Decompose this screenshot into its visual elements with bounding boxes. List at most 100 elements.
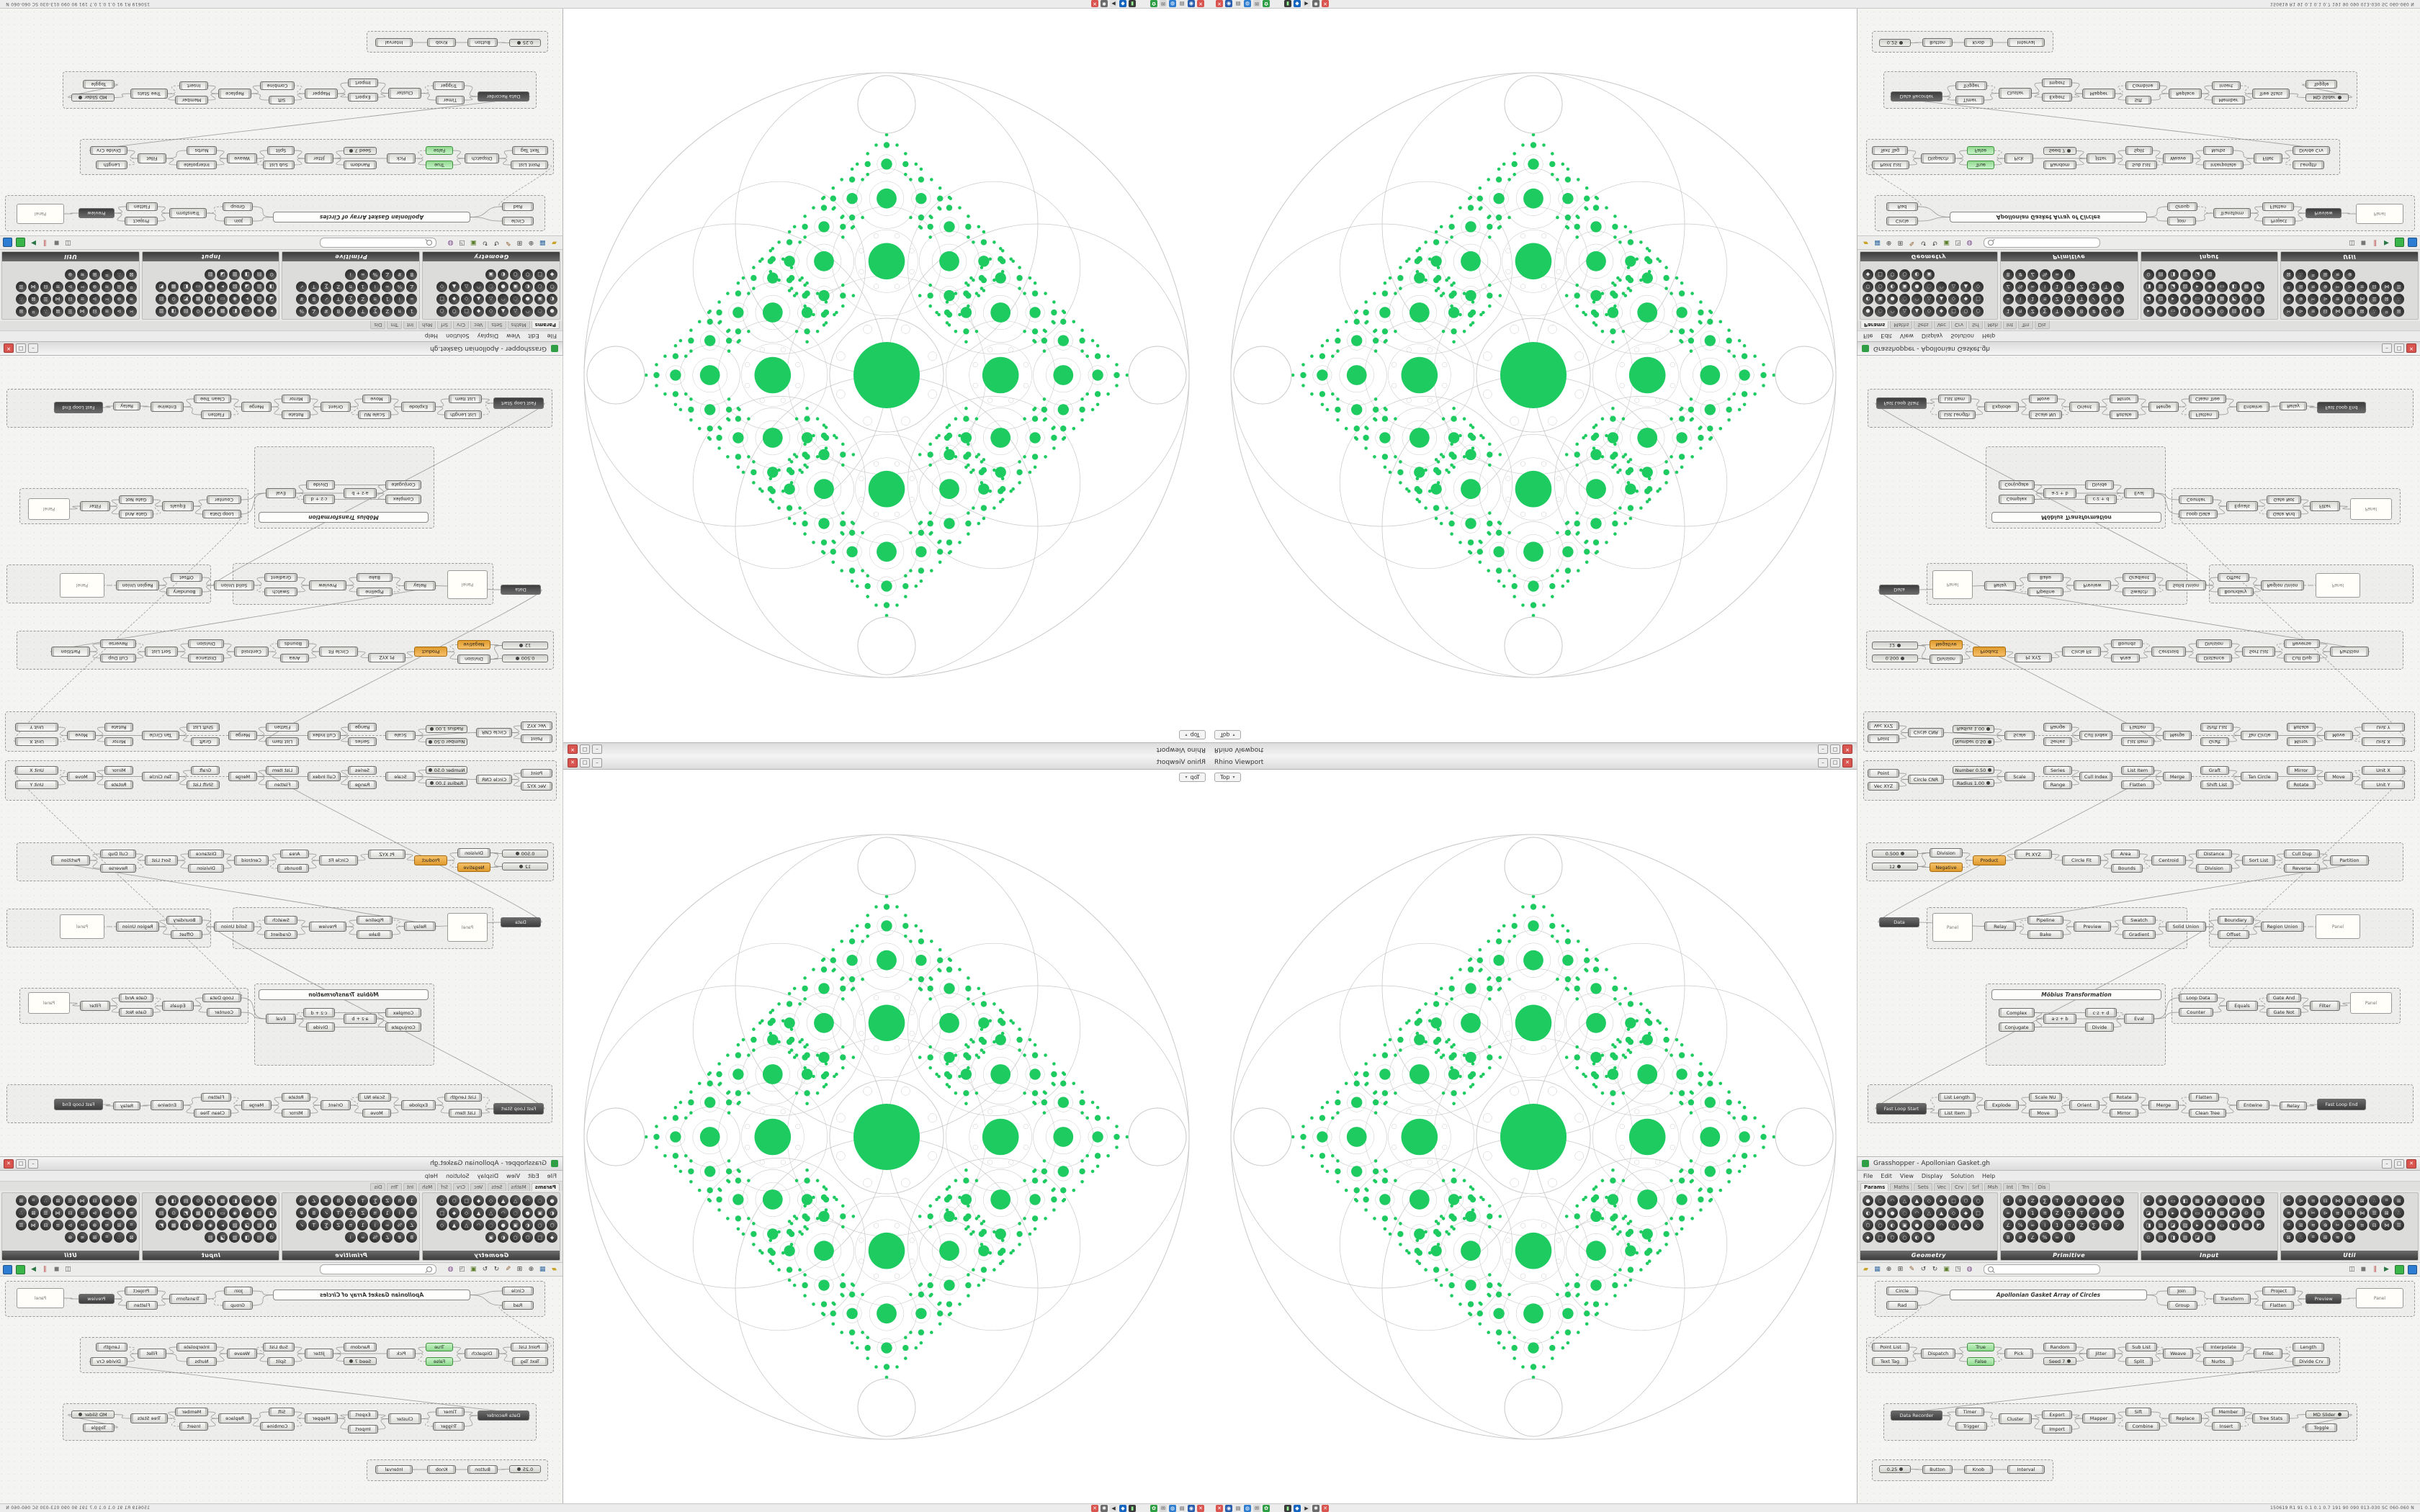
gh-node[interactable]: Weave <box>227 153 257 163</box>
sketch-icon[interactable]: ✎ <box>505 239 511 246</box>
solver-pause-icon[interactable]: ∥ <box>2373 239 2377 246</box>
gh-node[interactable]: Preview <box>309 922 346 932</box>
gh-node[interactable]: Panel <box>2316 573 2360 598</box>
gh-node[interactable]: 0.500 <box>1872 654 1918 662</box>
gh-node[interactable]: Fast Loop Start <box>1876 1103 1927 1115</box>
palette-icon[interactable]: ● <box>498 1220 508 1230</box>
palette-icon[interactable]: ✓ <box>296 1220 308 1230</box>
gh-node[interactable]: Jitter <box>305 1349 333 1359</box>
preview-blue-icon[interactable] <box>3 238 12 248</box>
palette-icon[interactable]: 1 <box>357 1220 369 1230</box>
palette-icon[interactable]: ⊠ <box>52 1195 63 1206</box>
palette-icon[interactable]: □ <box>1875 269 1886 280</box>
gh-node[interactable]: Partition <box>2330 855 2369 865</box>
gh-node[interactable]: Sift <box>269 1408 295 1416</box>
palette-icon[interactable]: ○ <box>1973 1195 1984 1206</box>
palette-icon[interactable]: ○ <box>1973 306 1984 317</box>
palette-icon[interactable]: ◧ <box>205 1207 216 1218</box>
menu-item-help[interactable]: Help <box>424 1172 439 1179</box>
gh-node[interactable]: Filter <box>2310 501 2340 511</box>
palette-icon[interactable]: T <box>2051 1195 2063 1206</box>
gh-node[interactable]: Tan Circle <box>142 772 179 781</box>
gh-node[interactable]: Interval <box>2007 1465 2045 1474</box>
gh-node[interactable]: List Item <box>2121 737 2154 746</box>
palette-icon[interactable]: T <box>2051 306 2063 317</box>
palette-icon[interactable]: ∞ <box>2051 1232 2063 1243</box>
palette-icon[interactable]: ▲ <box>473 294 484 305</box>
palette-icon[interactable]: ◉ <box>254 306 265 317</box>
palette-icon[interactable]: ▤ <box>180 306 192 317</box>
palette-icon[interactable]: ⊞ <box>89 1232 100 1243</box>
gh-node[interactable]: List Item <box>266 737 299 746</box>
gh-node[interactable]: Transform <box>2213 1294 2251 1304</box>
gh-node[interactable]: Sub List <box>2125 1343 2157 1351</box>
gh-node[interactable]: Unit X <box>15 766 58 775</box>
palette-icon[interactable]: 1 <box>382 1207 393 1218</box>
palette-icon[interactable]: ⊗ <box>2344 1232 2356 1243</box>
palette-icon[interactable]: ● <box>522 294 533 305</box>
palette-icon[interactable]: ▥ <box>229 269 241 280</box>
palette-icon[interactable]: ▸ <box>217 1220 228 1230</box>
palette-icon[interactable]: ✓ <box>296 282 308 292</box>
gh-node[interactable]: Toggle <box>2305 80 2337 89</box>
palette-icon[interactable]: ✓ <box>321 1207 332 1218</box>
palette-icon[interactable]: B <box>2076 1195 2087 1206</box>
palette-icon[interactable]: # <box>321 1195 332 1206</box>
gh-node[interactable]: Area <box>280 654 309 662</box>
palette-icon[interactable]: □ <box>436 294 447 305</box>
gh-node[interactable]: Timer <box>436 96 465 104</box>
gh-node[interactable]: Complex <box>1999 495 2035 504</box>
gh-node[interactable]: Bounds <box>2111 864 2143 873</box>
palette-icon[interactable]: i <box>2015 1207 2026 1218</box>
gh-node[interactable]: Gradient <box>264 930 297 939</box>
minimize-button[interactable]: – <box>592 757 602 768</box>
gh-node[interactable]: Pt XYZ <box>2015 653 2052 662</box>
palette-icon[interactable]: ▥ <box>2253 1195 2264 1206</box>
palette-icon[interactable]: ⊳ <box>2295 1195 2307 1206</box>
search-input[interactable] <box>324 239 424 246</box>
tab-sets[interactable]: Sets <box>488 1183 506 1191</box>
palette-icon[interactable]: ☰ <box>2344 306 2356 317</box>
gh-node[interactable]: Conjugate <box>385 480 421 490</box>
palette-icon[interactable]: ⬡ <box>1863 282 1873 292</box>
viewport-canvas[interactable]: Top ▾ <box>1210 770 1857 1504</box>
palette-icon[interactable]: ◪ <box>2167 1220 2179 1230</box>
palette-icon[interactable]: ∑ <box>2063 1207 2075 1218</box>
gh-node[interactable]: c·z + d <box>303 1008 335 1017</box>
palette-icon[interactable]: ▲ <box>473 1207 484 1218</box>
palette-icon[interactable]: # <box>2088 306 2099 317</box>
gh-node[interactable]: Tree Stats <box>130 89 168 99</box>
palette-icon[interactable]: B <box>308 294 320 305</box>
palette-icon[interactable]: ∞ <box>382 282 393 292</box>
palette-icon[interactable]: ⌗ <box>2283 282 2295 292</box>
palette-icon[interactable]: ▤ <box>2155 269 2166 280</box>
palette-icon[interactable]: ▥ <box>2179 269 2191 280</box>
palette-icon[interactable]: ⊠ <box>2381 294 2393 305</box>
palette-icon[interactable]: ▣ <box>534 294 545 305</box>
gh-node[interactable]: Rotate <box>282 410 310 419</box>
palette-icon[interactable]: π <box>2039 1207 2051 1218</box>
palette-icon[interactable]: 1 <box>2027 294 2038 305</box>
palette-icon[interactable]: ○ <box>510 269 521 280</box>
palette-icon[interactable]: ∞ <box>357 269 369 280</box>
undo-icon[interactable]: ↺ <box>493 1266 500 1273</box>
gh-node[interactable]: Trigger <box>433 1422 465 1431</box>
palette-icon[interactable]: ◧ <box>2228 1220 2240 1230</box>
gh-node[interactable]: Offset <box>171 573 202 582</box>
gh-node[interactable]: Merge <box>2148 1100 2179 1110</box>
gh-node[interactable]: Split <box>2125 146 2153 155</box>
gh-node[interactable]: Mirror <box>2287 737 2316 746</box>
palette-icon[interactable]: 1 <box>406 306 418 317</box>
gh-node[interactable]: Sub List <box>2125 161 2157 169</box>
palette-icon[interactable]: B <box>2002 269 2014 280</box>
gh-node[interactable]: Point List <box>511 161 548 169</box>
gh-node[interactable]: Point <box>1868 734 1899 743</box>
palette-icon[interactable]: ∴ <box>113 1232 125 1243</box>
gh-node[interactable]: Random <box>344 161 377 169</box>
gh-node[interactable]: Gate And <box>2267 510 2301 518</box>
gh-node[interactable]: Tan Circle <box>142 731 179 740</box>
gh-node[interactable]: Replace <box>2169 89 2202 99</box>
gh-node[interactable]: Jitter <box>2087 153 2115 163</box>
gh-node[interactable]: Scale <box>2004 772 2035 781</box>
gh-canvas-upper[interactable]: Point Vec XYZ Circle CNR Number 0.50 Radius … <box>0 356 563 756</box>
